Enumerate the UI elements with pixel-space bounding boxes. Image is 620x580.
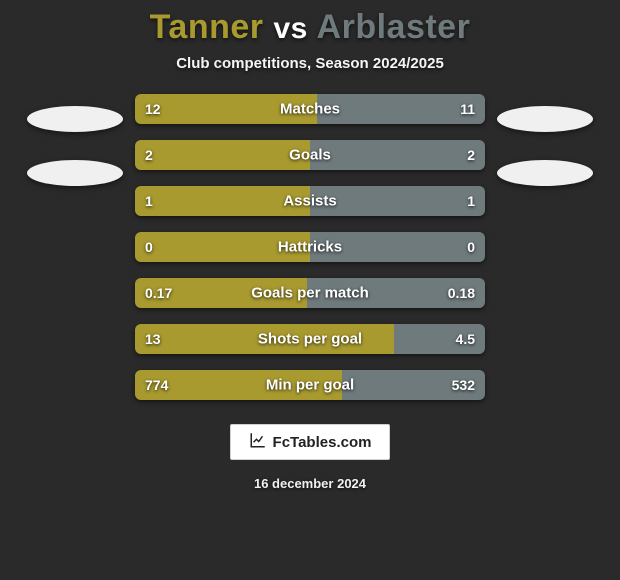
stat-row: 0 0 Hattricks	[135, 232, 485, 262]
stat-value-right: 4.5	[456, 331, 475, 347]
stat-value-left: 1	[145, 193, 153, 209]
card-title: Tanner vs Arblaster	[150, 8, 471, 47]
vs-text: vs	[273, 12, 307, 45]
left-portrait-col	[15, 94, 135, 186]
stat-value-left: 2	[145, 147, 153, 163]
stat-row: 0.17 0.18 Goals per match	[135, 278, 485, 308]
stat-label: Goals per match	[251, 285, 369, 302]
stat-value-left: 12	[145, 101, 161, 117]
stat-value-right: 0	[467, 239, 475, 255]
stat-value-right: 0.18	[448, 285, 475, 301]
brand-text: FcTables.com	[273, 434, 372, 451]
brand-badge: FcTables.com	[230, 424, 391, 460]
stats-area: 1211Matches22Goals11Assists00Hattricks0.…	[0, 94, 620, 400]
stat-label: Shots per goal	[258, 331, 362, 348]
player2-name: Arblaster	[317, 8, 471, 46]
stat-label: Min per goal	[266, 377, 354, 394]
stat-bar-left	[135, 140, 310, 170]
stat-row: 13 4.5 Shots per goal	[135, 324, 485, 354]
stat-row: 774 532 Min per goal	[135, 370, 485, 400]
stat-value-left: 0	[145, 239, 153, 255]
stat-bar-right	[310, 140, 485, 170]
chart-icon	[249, 431, 267, 453]
footer-date: 16 december 2024	[254, 476, 366, 491]
stat-value-left: 13	[145, 331, 161, 347]
stat-value-right: 532	[452, 377, 475, 393]
player2-placeholder-top	[497, 106, 593, 132]
right-portrait-col	[485, 94, 605, 186]
stat-value-left: 0.17	[145, 285, 172, 301]
player1-placeholder-bottom	[27, 160, 123, 186]
stat-label: Assists	[283, 193, 336, 210]
stat-row: 2 2 Goals	[135, 140, 485, 170]
stat-value-right: 11	[460, 101, 475, 117]
stat-label: Hattricks	[278, 239, 342, 256]
player2-placeholder-bottom	[497, 160, 593, 186]
stat-value-right: 1	[467, 193, 475, 209]
stat-bars: 1211Matches22Goals11Assists00Hattricks0.…	[135, 94, 485, 400]
stat-label: Matches	[280, 101, 340, 118]
card-subtitle: Club competitions, Season 2024/2025	[176, 55, 444, 72]
stat-label: Goals	[289, 147, 331, 164]
player1-placeholder-top	[27, 106, 123, 132]
stat-value-left: 774	[145, 377, 168, 393]
stat-row: 12 11 Matches	[135, 94, 485, 124]
stat-value-right: 2	[467, 147, 475, 163]
player1-name: Tanner	[150, 8, 264, 46]
comparison-card: Tanner vs Arblaster Club competitions, S…	[0, 0, 620, 580]
stat-row: 1 1 Assists	[135, 186, 485, 216]
